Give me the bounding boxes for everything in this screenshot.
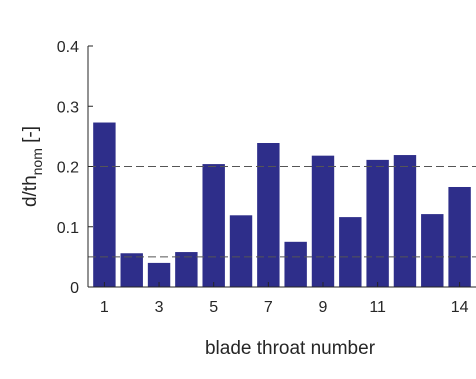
y-axis-label-subscript: nom (29, 148, 45, 175)
bar-5 (202, 164, 225, 287)
bar-13 (421, 214, 444, 287)
y-tick-label-0: 0 (70, 280, 79, 297)
x-tick-label-4: 9 (319, 299, 328, 316)
x-tick-label-0: 1 (100, 299, 109, 316)
bar-14 (448, 186, 471, 287)
bar-2 (120, 253, 143, 287)
y-ticks-group: 0 0.1 0.2 0.3 0.4 (57, 39, 93, 297)
bar-4 (175, 252, 198, 287)
x-ticks-group: 1 3 5 7 9 11 14 (100, 282, 469, 316)
y-axis-label-unit: [-] (20, 126, 41, 148)
x-tick-label-6: 14 (451, 299, 469, 316)
x-axis-label: blade throat number (205, 338, 376, 359)
y-tick-label-3: 0.3 (57, 99, 79, 116)
y-tick-label-1: 0.1 (57, 220, 79, 237)
x-tick-label-3: 7 (264, 299, 273, 316)
bar-10 (339, 217, 362, 287)
bar-7 (257, 143, 280, 287)
bar-1 (93, 122, 116, 288)
bar-12 (393, 155, 417, 287)
y-tick-label-4: 0.4 (57, 39, 79, 56)
x-tick-label-5: 11 (369, 299, 386, 316)
bar-11 (366, 159, 389, 287)
y-axis-label-main: d/th (20, 175, 41, 207)
bar-3 (147, 262, 171, 287)
bar-6 (229, 215, 253, 287)
x-tick-label-1: 3 (155, 299, 164, 316)
bars-group (93, 122, 471, 288)
bar-9 (311, 155, 335, 287)
x-tick-label-2: 5 (209, 299, 218, 316)
bar-8 (284, 241, 307, 287)
y-axis-label: d/thnom [-] (20, 126, 45, 207)
y-tick-label-2: 0.2 (57, 160, 79, 177)
reference-lines-group (88, 166, 476, 258)
